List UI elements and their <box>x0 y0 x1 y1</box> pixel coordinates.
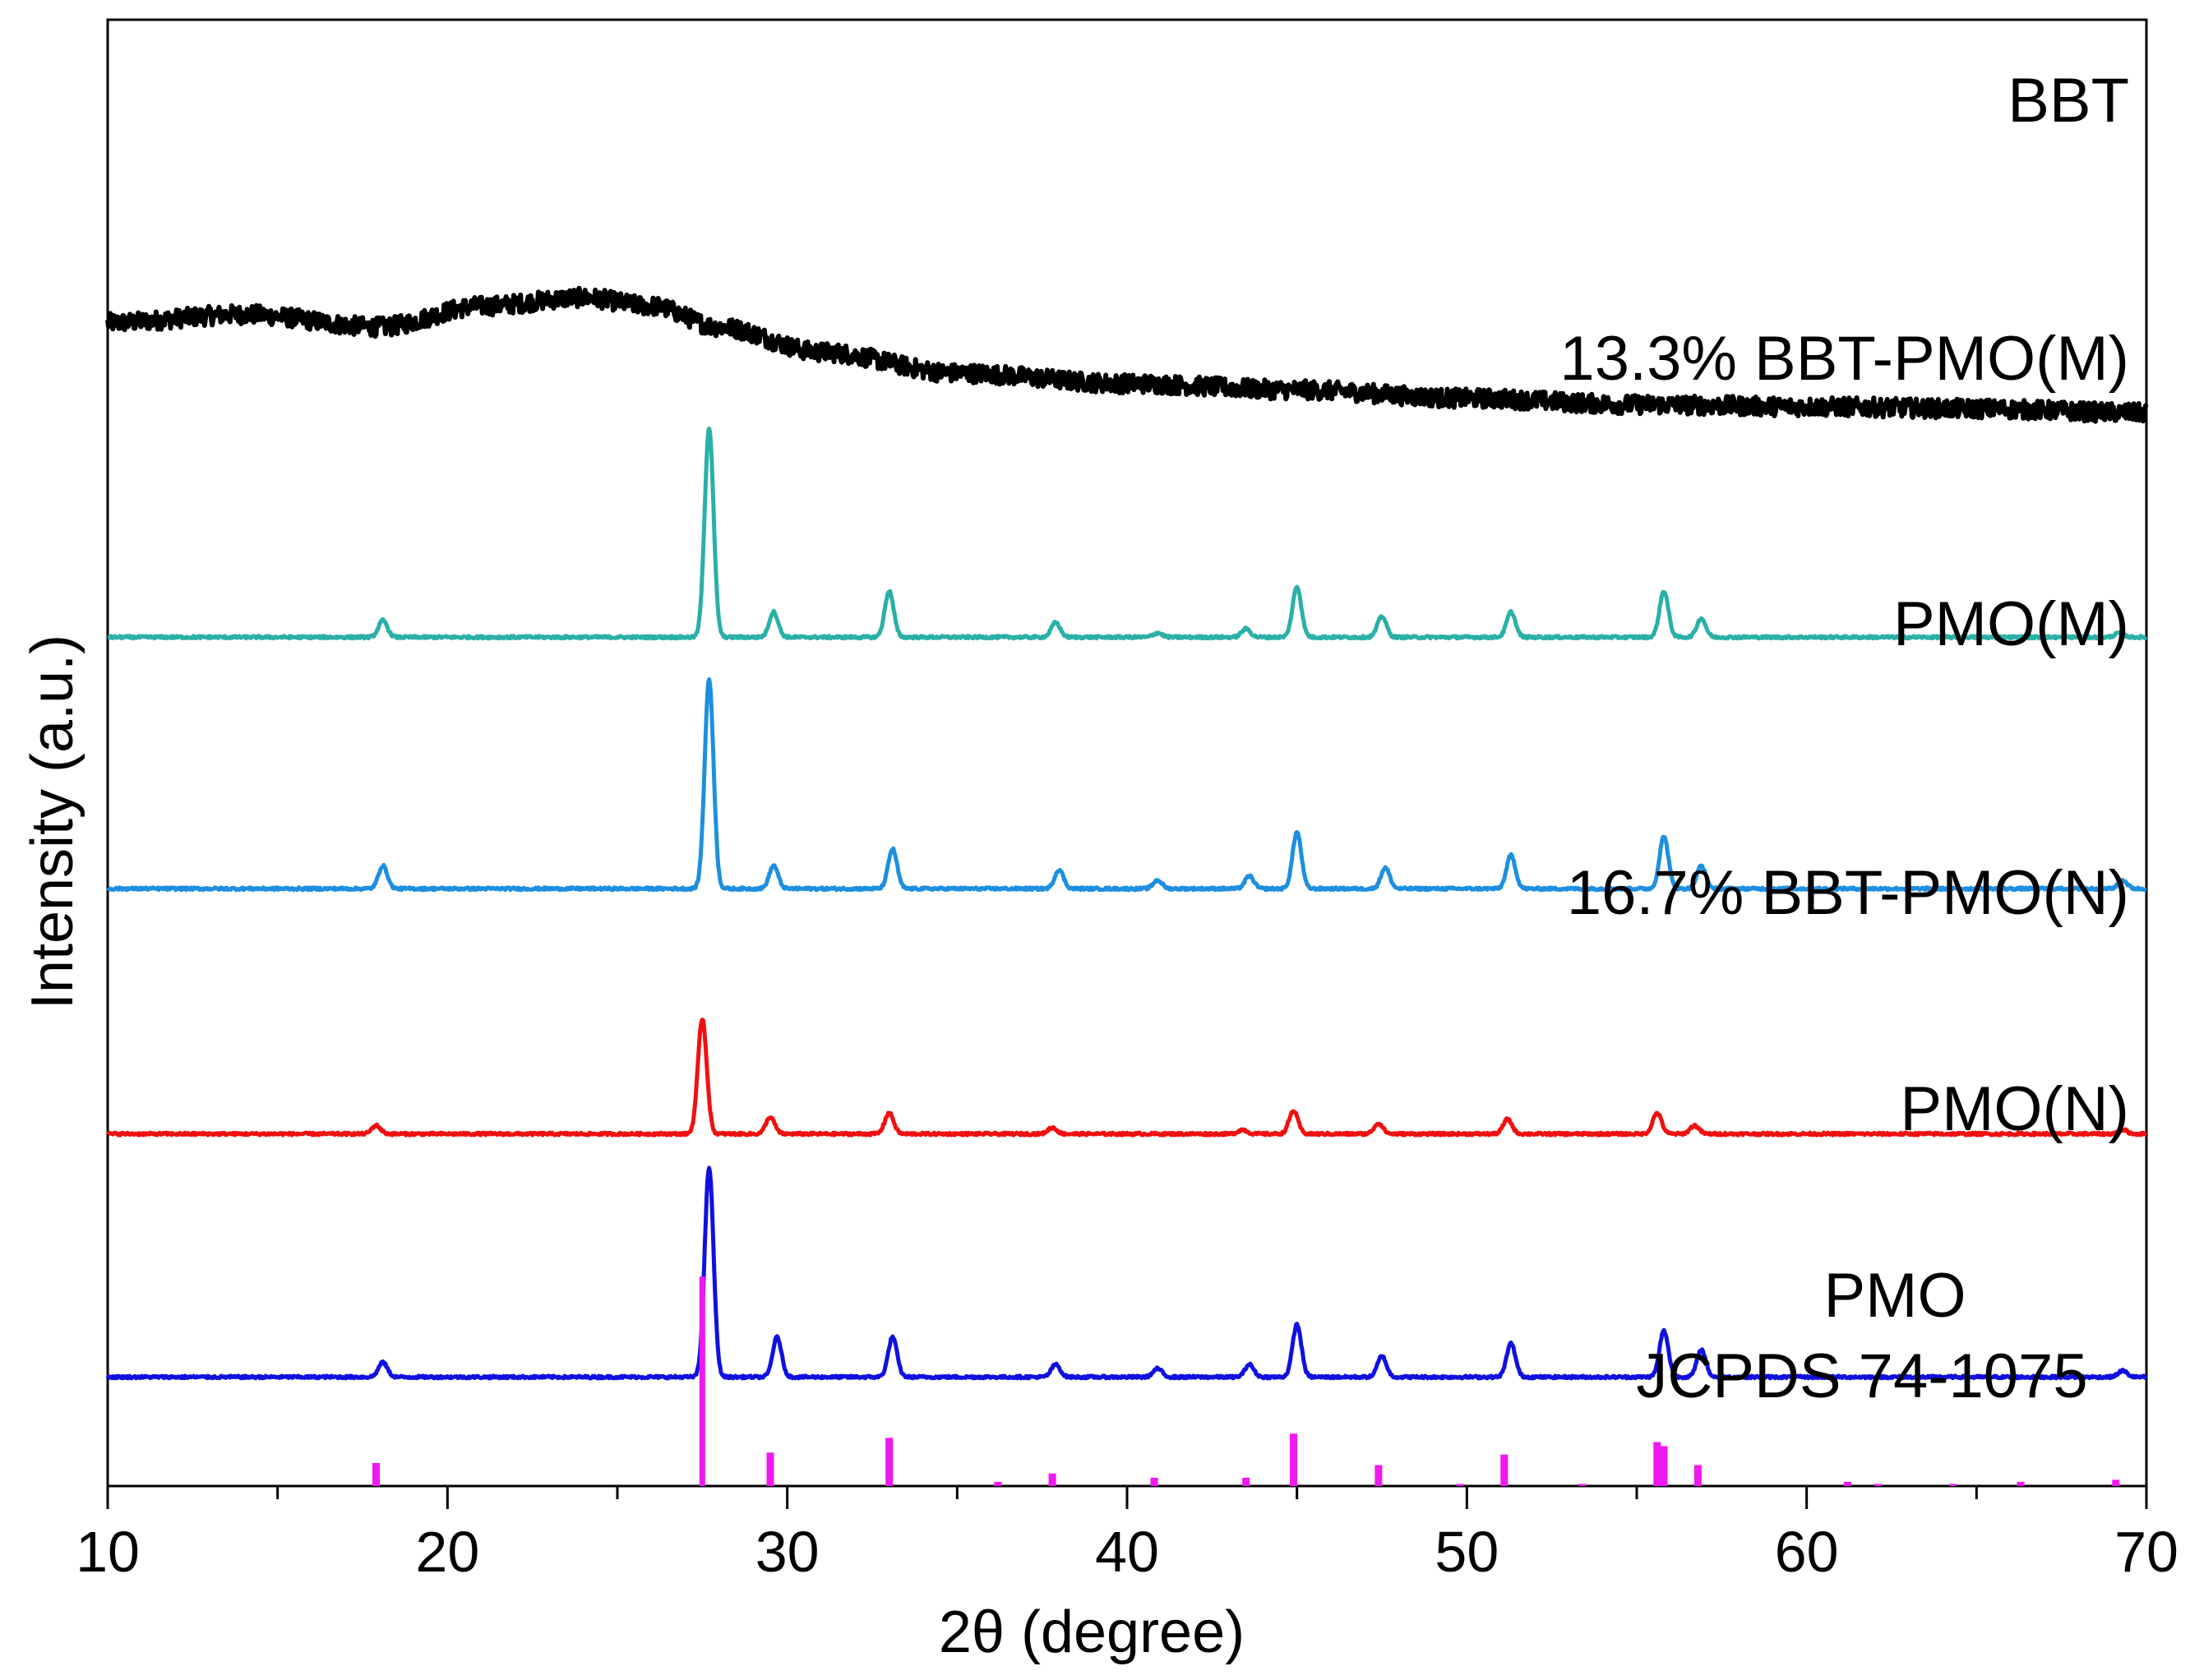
x-tick-label: 50 <box>1435 1520 1499 1584</box>
series-line-16-7-bbt-pmo-n <box>106 1018 2148 1138</box>
x-tick-label: 60 <box>1775 1520 1839 1584</box>
series-line-pmo-n <box>105 1165 2148 1381</box>
legend-label-pmo-n: PMO(N) <box>1900 1074 2129 1144</box>
x-tick-label: 20 <box>415 1520 479 1584</box>
legend-label-bbt: BBT <box>2008 66 2129 136</box>
series-labels: BBT 13.3% BBT-PMO(M) PMO(M) 16.7% BBT-PMO(N… <box>1559 66 2129 1411</box>
y-axis-title: Intensity (a.u.) <box>20 635 85 1009</box>
x-tick-label: 10 <box>76 1520 140 1584</box>
x-axis-title: 2θ (degree) <box>939 1599 1245 1665</box>
legend-label-pmo-m: PMO(M) <box>1893 589 2129 659</box>
series-line-bbt <box>105 285 2149 424</box>
x-tick-label: 30 <box>755 1520 820 1584</box>
series-traces <box>105 285 2149 1486</box>
x-axis: 10 20 30 40 50 60 70 <box>76 1486 2178 1584</box>
series-line-13-3-bbt-pmo-m <box>106 426 2148 641</box>
legend-label-pmo-jcpds-74-1075-1: PMO <box>1823 1261 1966 1331</box>
legend-label-pmo-jcpds-74-1075-2: JCPDS 74-1075 <box>1636 1341 2087 1411</box>
series-line-pmo-m <box>106 677 2148 893</box>
legend-label-13-3-bbt-pmo-m: 13.3% BBT-PMO(M) <box>1559 324 2129 394</box>
x-tick-label: 70 <box>2114 1520 2178 1584</box>
x-tick-label: 40 <box>1095 1520 1159 1584</box>
legend-label-16-7-bbt-pmo-n: 16.7% BBT-PMO(N) <box>1567 858 2129 928</box>
